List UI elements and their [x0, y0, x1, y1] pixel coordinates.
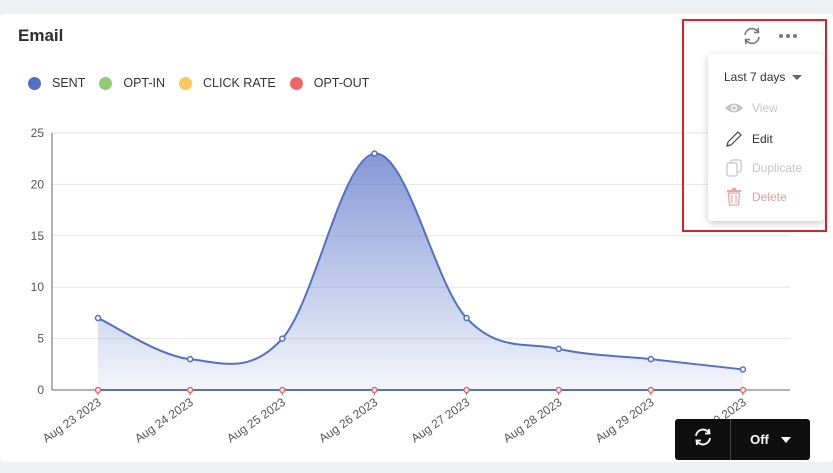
data-point-sent	[555, 345, 562, 353]
menu-item-delete[interactable]: Delete	[724, 188, 787, 206]
caret-down-icon	[792, 74, 803, 80]
y-tick-label: 15	[31, 229, 45, 243]
y-tick-label: 5	[37, 332, 44, 346]
copy-icon	[724, 159, 744, 177]
menu-item-view[interactable]: View	[724, 99, 778, 117]
auto-refresh-bar: Off	[675, 419, 810, 460]
legend-item-opt-in[interactable]: OPT-IN	[99, 76, 165, 90]
y-tick-label: 10	[31, 280, 45, 294]
refresh-icon	[692, 427, 714, 452]
data-point-sent	[371, 150, 378, 157]
legend-label-click-rate: CLICK RATE	[203, 76, 276, 90]
caret-down-icon	[780, 436, 791, 443]
x-tick-label: Aug 24 2023	[132, 395, 196, 446]
legend-dot-opt-in	[99, 76, 113, 90]
auto-refresh-button[interactable]	[675, 419, 731, 460]
date-range-dropdown[interactable]: Last 7 days	[724, 70, 803, 84]
y-tick-label: 25	[31, 126, 45, 140]
refresh-icon[interactable]	[740, 26, 764, 46]
data-point-sent	[94, 314, 102, 322]
menu-item-edit[interactable]: Edit	[724, 130, 773, 148]
menu-item-duplicate-label: Duplicate	[752, 161, 803, 175]
data-point-opt-out	[279, 386, 286, 394]
data-point-opt-out	[94, 386, 102, 394]
chart-lines	[97, 152, 744, 392]
x-tick-label: Aug 29 2023	[593, 395, 657, 446]
legend-label-opt-out: OPT-OUT	[313, 76, 370, 90]
more-options-icon[interactable]	[777, 29, 799, 43]
date-range-label: Last 7 days	[724, 70, 786, 84]
y-tick-label: 20	[31, 177, 45, 191]
widget-title: Email	[18, 26, 64, 45]
data-point-sent	[279, 335, 286, 342]
legend-item-sent[interactable]: SENT	[28, 76, 85, 90]
data-point-sent	[463, 314, 470, 322]
menu-item-duplicate[interactable]: Duplicate	[724, 159, 802, 177]
chart-legend: SENT OPT-IN CLICK RATE OPT-OUT	[28, 76, 383, 90]
legend-dot-click-rate	[179, 76, 193, 90]
chart-points	[94, 150, 747, 394]
pencil-icon	[724, 130, 744, 148]
menu-item-edit-label: Edit	[752, 132, 773, 146]
y-tick-label: 0	[37, 383, 44, 397]
data-point-opt-out	[186, 386, 194, 394]
legend-item-opt-out[interactable]: OPT-OUT	[289, 76, 370, 90]
data-point-sent	[186, 355, 194, 363]
eye-icon	[724, 99, 744, 117]
data-point-opt-out	[555, 386, 562, 394]
legend-item-click-rate[interactable]: CLICK RATE	[179, 76, 276, 90]
x-tick-label: Aug 25 2023	[224, 395, 288, 446]
auto-refresh-select[interactable]: Off	[731, 419, 810, 460]
data-point-opt-out	[463, 386, 470, 394]
highlight-box	[682, 19, 827, 232]
trash-icon	[724, 188, 744, 206]
x-tick-label: Aug 26 2023	[316, 395, 380, 446]
legend-dot-opt-out	[289, 76, 303, 90]
data-point-opt-out	[371, 386, 378, 394]
legend-label-sent: SENT	[52, 76, 86, 90]
chart-area-fill	[98, 153, 743, 390]
menu-item-view-label: View	[752, 101, 778, 115]
auto-refresh-value: Off	[750, 432, 769, 447]
series-line-sent	[97, 152, 744, 371]
x-tick-label: Aug 28 2023	[501, 395, 565, 446]
legend-dot-sent	[28, 76, 41, 90]
series-area-sent	[98, 153, 743, 390]
data-point-opt-out	[647, 386, 655, 394]
x-tick-label: Aug 23 2023	[40, 395, 104, 446]
menu-item-delete-label: Delete	[752, 190, 787, 204]
data-point-opt-out	[739, 386, 747, 394]
widget-options-menu: Last 7 days View Edit Duplicat	[708, 54, 824, 221]
data-point-sent	[739, 366, 747, 373]
data-point-sent	[647, 355, 655, 363]
legend-label-opt-in: OPT-IN	[123, 76, 166, 90]
x-tick-label: Aug 27 2023	[408, 395, 472, 446]
